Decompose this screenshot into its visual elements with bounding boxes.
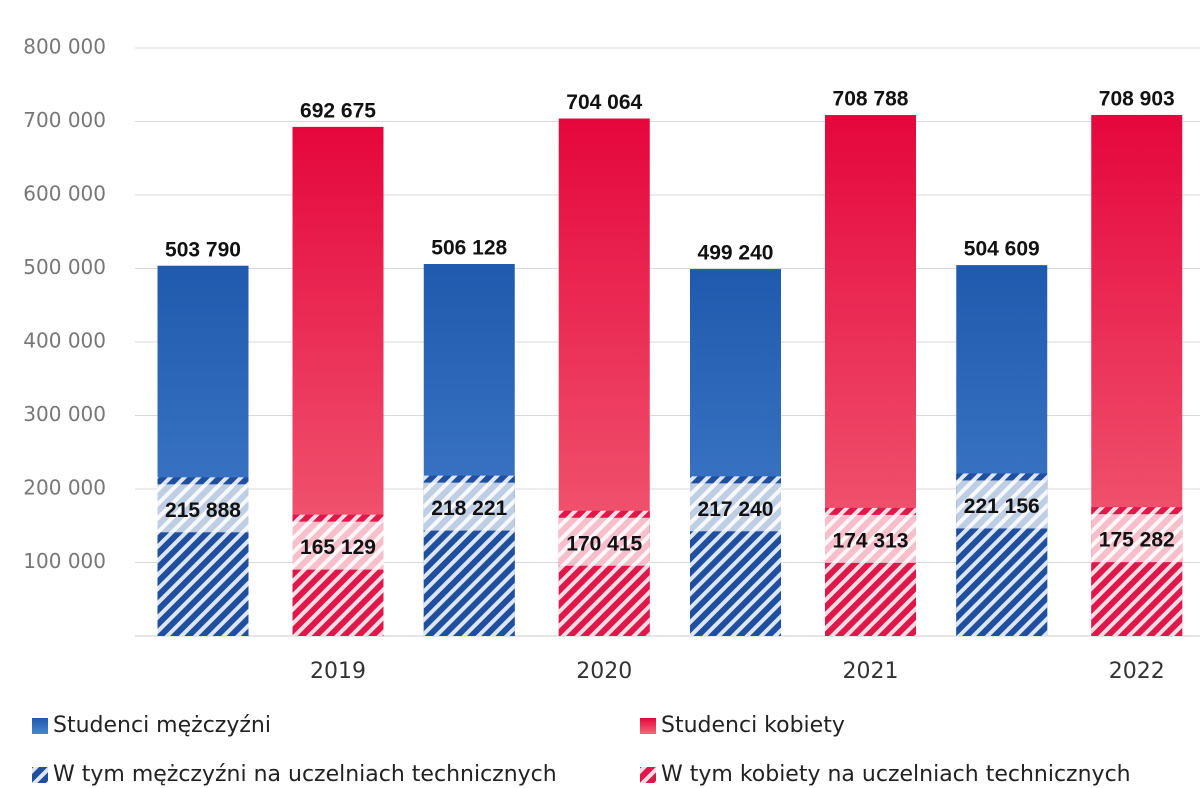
value-label: 708 788	[833, 88, 909, 111]
x-tick-label: 2020	[576, 659, 632, 684]
value-label: 504 609	[964, 238, 1040, 261]
y-tick-label: 800 000	[23, 35, 106, 59]
legend-label: Studenci mężczyźni	[53, 713, 271, 738]
y-tick-label: 400 000	[23, 329, 106, 353]
legend-label: W tym kobiety na uczelniach technicznych	[661, 762, 1131, 787]
x-tick-label: 2021	[843, 659, 899, 684]
legend-swatch	[640, 767, 656, 783]
y-tick-label: 200 000	[23, 476, 106, 500]
value-label: 165 129	[300, 536, 376, 559]
label-band	[292, 521, 384, 570]
y-tick-label: 300 000	[23, 402, 106, 426]
label-band	[157, 484, 249, 533]
x-tick-label: 2019	[310, 659, 366, 684]
legend-label: W tym mężczyźni na uczelniach techniczny…	[53, 762, 557, 787]
value-label: 692 675	[300, 99, 376, 122]
legend-label: Studenci kobiety	[661, 713, 845, 738]
value-label: 499 240	[698, 242, 774, 265]
value-label: 218 221	[431, 497, 507, 520]
value-label: 503 790	[165, 238, 241, 261]
legend-swatch	[32, 718, 48, 734]
label-band	[558, 517, 650, 566]
y-tick-label: 700 000	[23, 108, 106, 132]
x-tick-label: 2022	[1109, 659, 1165, 684]
value-label: 221 156	[964, 495, 1040, 518]
y-tick-label: 500 000	[23, 255, 106, 279]
value-label: 215 888	[165, 499, 241, 522]
label-band	[1091, 514, 1183, 563]
label-band	[690, 483, 781, 532]
value-label: 174 313	[833, 529, 909, 552]
label-band	[423, 482, 515, 531]
legend-swatch	[640, 718, 656, 734]
value-label: 506 128	[431, 237, 507, 260]
label-band	[956, 480, 1048, 529]
value-label: 217 240	[698, 498, 774, 521]
value-label: 175 282	[1099, 529, 1175, 552]
value-label: 704 064	[566, 91, 642, 114]
y-tick-label: 100 000	[23, 549, 106, 573]
label-band	[825, 514, 916, 563]
legend-swatch	[32, 767, 48, 783]
value-label: 708 903	[1099, 88, 1175, 111]
value-label: 170 415	[566, 532, 642, 555]
y-tick-label: 600 000	[23, 182, 106, 206]
